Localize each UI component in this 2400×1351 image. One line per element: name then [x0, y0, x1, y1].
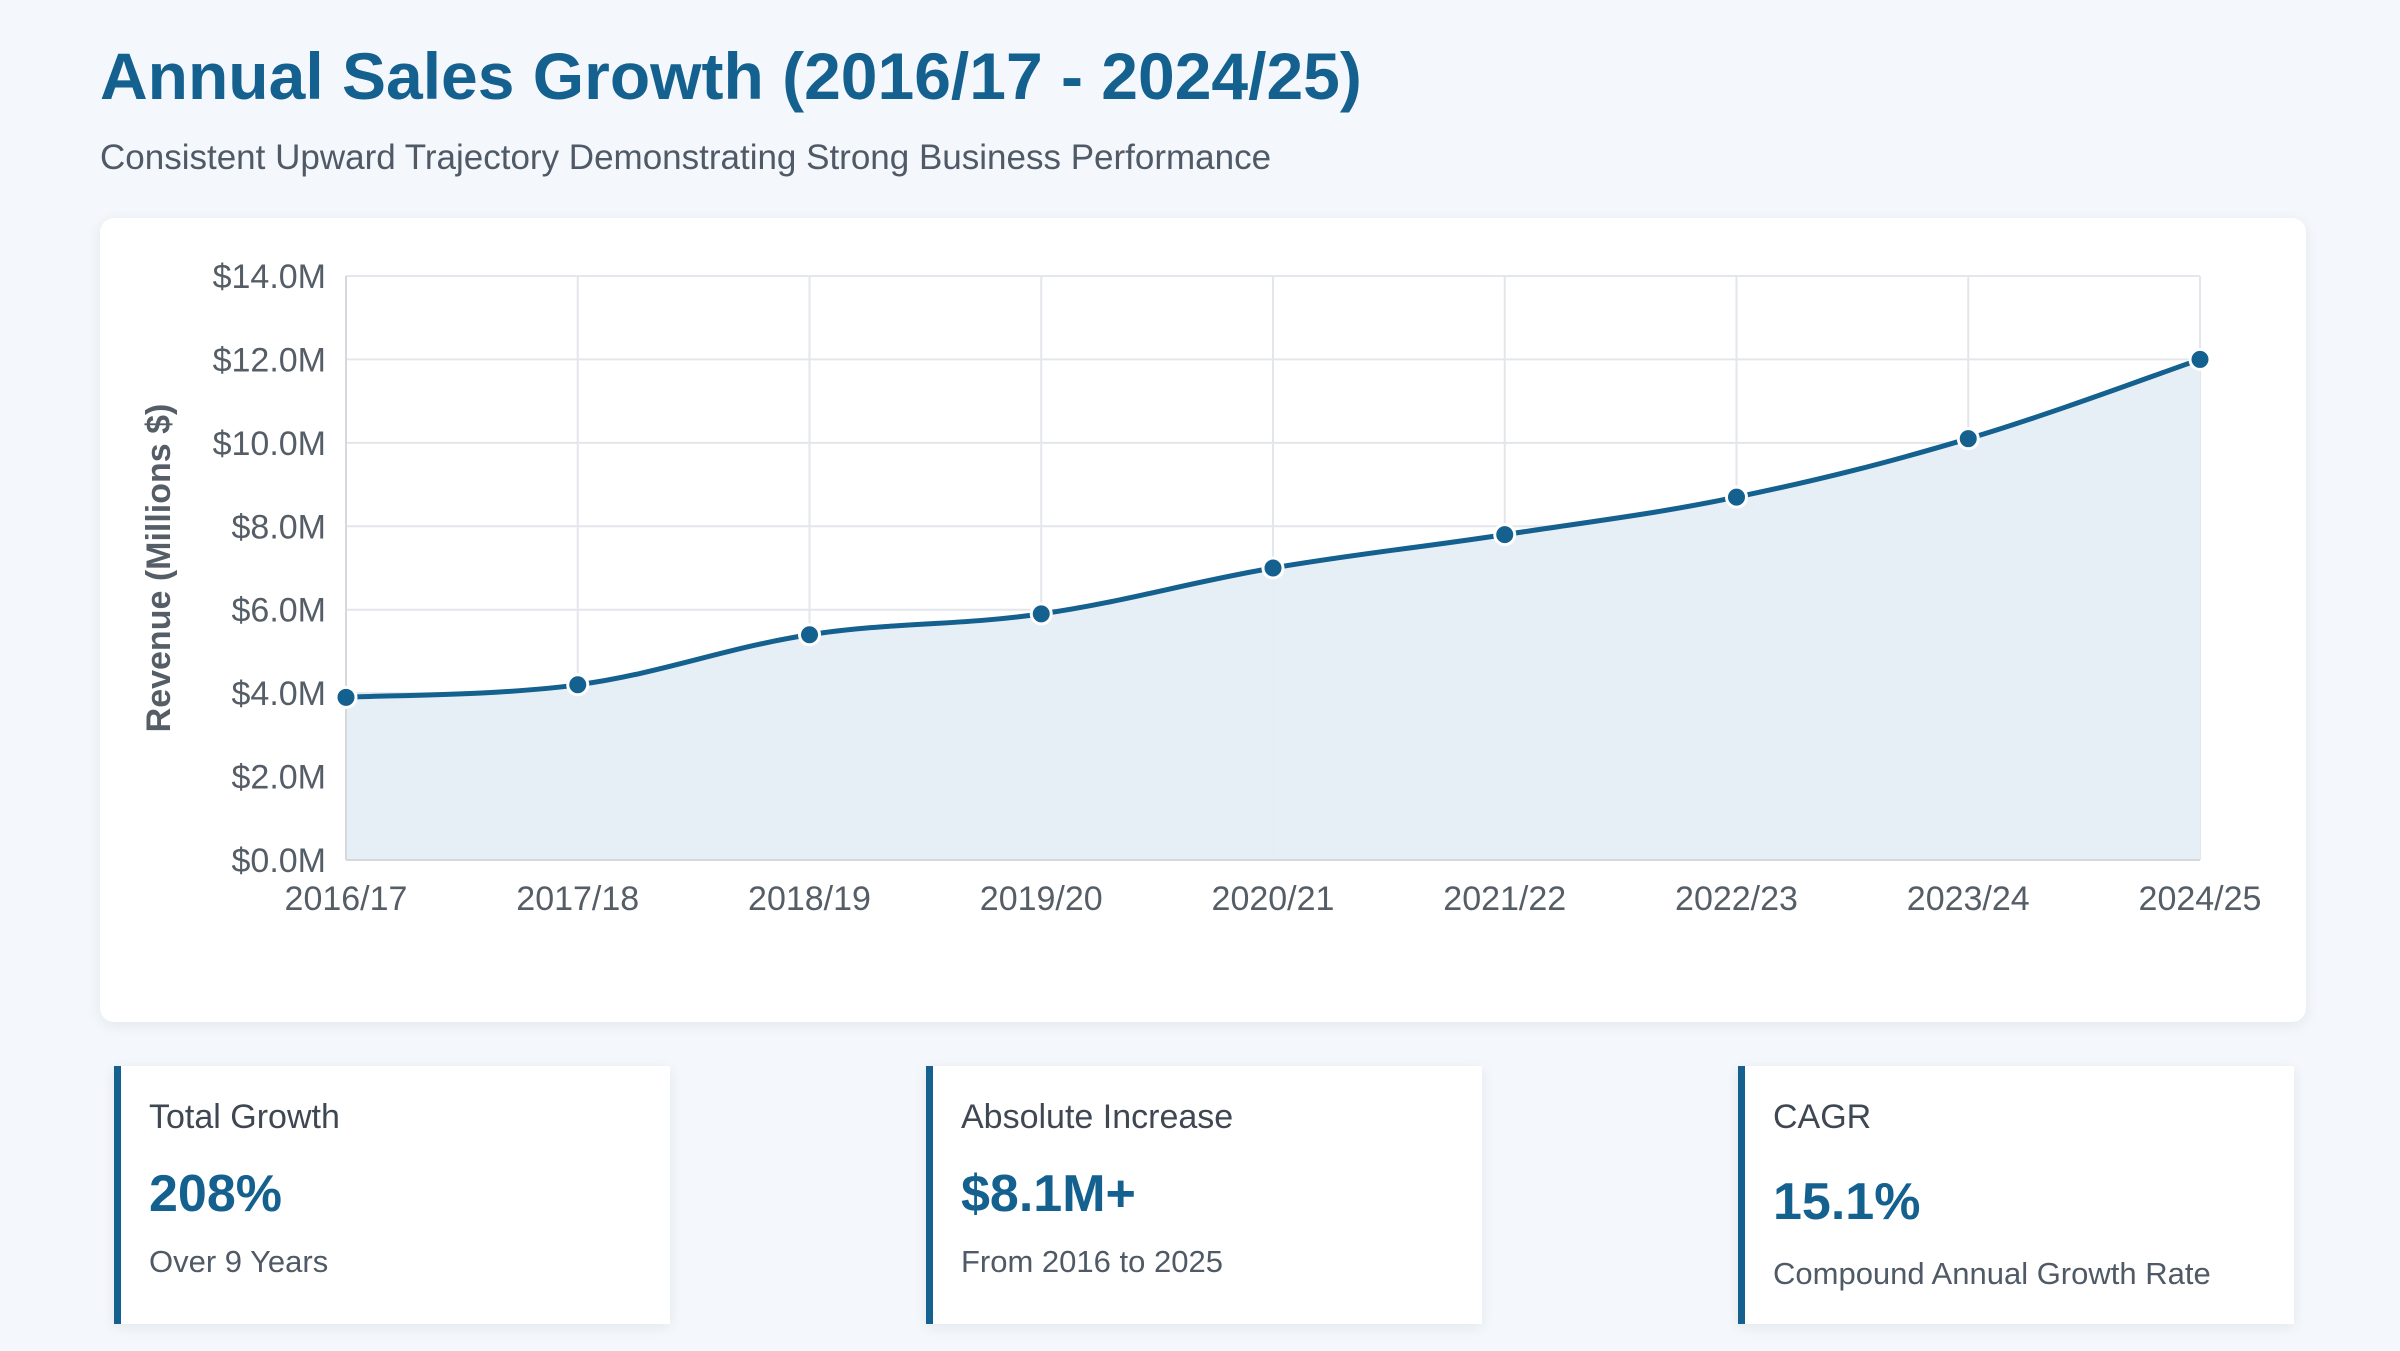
point-layer [334, 347, 2212, 709]
y-tick-label: $14.0M [213, 258, 326, 296]
x-tick-label: 2022/23 [1675, 880, 1798, 918]
y-tick-label: $8.0M [232, 508, 327, 546]
y-axis-title: Revenue (Millions $) [140, 404, 178, 733]
stat-value: 208% [149, 1165, 282, 1223]
data-point [566, 673, 590, 697]
data-point [2188, 347, 2212, 371]
data-point [798, 623, 821, 647]
page-title: Annual Sales Growth (2016/17 - 2024/25) [100, 39, 1362, 113]
stat-description: From 2016 to 2025 [961, 1244, 1223, 1279]
y-tick-label: $2.0M [232, 759, 327, 797]
stat-value: 15.1% [1773, 1173, 1921, 1231]
revenue-line-chart: $0.0M $2.0M $4.0M $6.0M $8.0M $10.0M $12.0M $14… [140, 258, 2261, 918]
data-point [334, 685, 358, 709]
stat-label: CAGR [1773, 1098, 1872, 1136]
stat-card-absolute-increase: Absolute Increase $8.1M+ From 2016 to 20… [926, 1066, 1482, 1324]
y-tick-label: $4.0M [232, 675, 327, 713]
data-point [1956, 427, 1980, 451]
x-tick-label: 2021/22 [1443, 880, 1566, 918]
x-tick-label: 2023/24 [1907, 880, 2030, 918]
revenue-area-fill [346, 359, 2200, 860]
x-tick-label: 2016/17 [285, 880, 408, 918]
y-tick-label: $12.0M [213, 341, 326, 379]
page-subtitle: Consistent Upward Trajectory Demonstrati… [100, 138, 1272, 177]
stat-label: Absolute Increase [961, 1098, 1234, 1136]
x-tick-label: 2019/20 [980, 880, 1103, 918]
stat-card-cagr: CAGR 15.1% Compound Annual Growth Rate [1738, 1066, 2294, 1324]
y-tick-label: $10.0M [213, 425, 326, 463]
data-point [1261, 556, 1285, 580]
stat-card-total-growth: Total Growth 208% Over 9 Years [114, 1066, 670, 1324]
x-tick-label: 2024/25 [2139, 880, 2262, 918]
x-tick-label: 2017/18 [516, 880, 639, 918]
stat-description: Compound Annual Growth Rate [1773, 1256, 2211, 1291]
y-tick-label: $0.0M [232, 842, 327, 880]
data-point [1029, 602, 1053, 626]
stat-label: Total Growth [149, 1098, 340, 1136]
x-tick-label: 2020/21 [1212, 880, 1335, 918]
area-layer [346, 359, 2200, 860]
data-point [1493, 523, 1517, 547]
stat-description: Over 9 Years [149, 1244, 329, 1279]
stat-value: $8.1M+ [961, 1165, 1136, 1223]
data-point [1725, 485, 1748, 509]
y-tick-label: $6.0M [232, 592, 327, 630]
chart-card: $0.0M $2.0M $4.0M $6.0M $8.0M $10.0M $12.0M $14… [100, 218, 2306, 1022]
axis-layer: $0.0M $2.0M $4.0M $6.0M $8.0M $10.0M $12.0M $14… [140, 258, 2261, 918]
x-tick-label: 2018/19 [748, 880, 871, 918]
